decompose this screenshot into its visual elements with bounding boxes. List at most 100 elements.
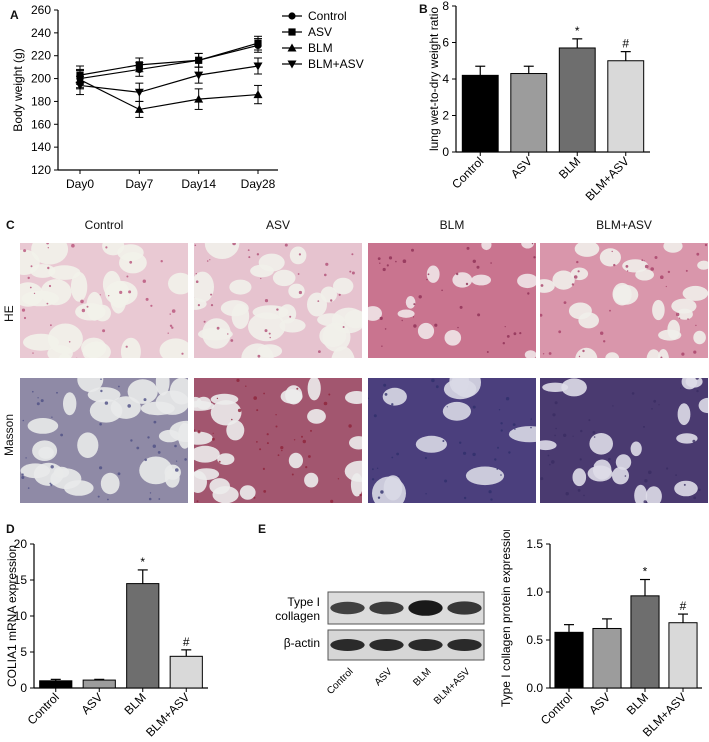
cell-nucleus — [337, 478, 340, 480]
cell-nucleus — [500, 429, 503, 432]
alveolar-space — [344, 309, 362, 329]
alveolar-space — [20, 249, 40, 275]
cell-nucleus — [693, 496, 697, 500]
cell-nucleus — [665, 285, 667, 288]
cell-nucleus — [579, 458, 582, 461]
y-tick-label: 2 — [442, 109, 449, 123]
panel-d-letter: D — [6, 522, 15, 536]
cell-nucleus — [100, 378, 102, 380]
cell-nucleus — [263, 392, 265, 395]
alveolar-space — [452, 272, 473, 288]
y-tick-label: 200 — [31, 72, 51, 86]
alveolar-space — [405, 296, 416, 309]
cell-nucleus — [323, 401, 328, 406]
alveolar-space — [31, 243, 69, 265]
alveolar-space — [372, 476, 406, 503]
cell-nucleus — [197, 430, 201, 434]
significance-mark: # — [183, 635, 190, 649]
cell-nucleus — [571, 283, 575, 286]
cell-nucleus — [551, 460, 555, 464]
cell-nucleus — [650, 267, 654, 271]
alveolar-space — [210, 393, 239, 405]
cell-nucleus — [591, 465, 594, 468]
alveolar-space — [239, 485, 256, 500]
cell-nucleus — [654, 256, 658, 259]
cell-nucleus — [530, 426, 532, 429]
cell-nucleus — [666, 467, 669, 470]
cell-nucleus — [418, 295, 422, 299]
alveolar-space — [288, 452, 303, 469]
cell-nucleus — [505, 397, 510, 401]
cell-nucleus — [508, 451, 511, 454]
cell-nucleus — [381, 345, 383, 347]
cell-nucleus — [263, 490, 267, 493]
cell-nucleus — [704, 243, 708, 247]
cell-nucleus — [153, 420, 157, 424]
cell-nucleus — [643, 260, 645, 262]
alveolar-space — [572, 468, 587, 487]
alveolar-space — [82, 341, 111, 358]
histology-col-header: ASV — [265, 218, 290, 232]
cell-nucleus — [465, 282, 469, 286]
cell-nucleus — [563, 433, 567, 437]
bar — [668, 622, 698, 689]
cell-nucleus — [297, 273, 300, 275]
y-tick-label: 6 — [442, 36, 449, 50]
x-tick-label: Day28 — [241, 177, 276, 191]
y-tick-label: 5 — [20, 645, 27, 659]
alveolar-space — [102, 243, 125, 256]
alveolar-space — [279, 318, 306, 333]
significance-mark: # — [680, 599, 687, 613]
panel-a-letter: A — [10, 8, 19, 22]
cell-nucleus — [565, 492, 569, 496]
cell-nucleus — [291, 473, 294, 476]
he-blm-asv-micrograph — [540, 243, 708, 358]
alveolar-space — [77, 432, 99, 458]
cell-nucleus — [424, 456, 427, 460]
data-point — [253, 62, 263, 71]
cell-nucleus — [68, 341, 71, 343]
cell-nucleus — [99, 294, 101, 296]
cell-nucleus — [97, 495, 100, 498]
cell-nucleus — [33, 292, 36, 295]
alveolar-space — [612, 282, 632, 306]
cell-nucleus — [195, 273, 197, 275]
cell-nucleus — [692, 439, 696, 443]
cell-nucleus — [212, 437, 215, 441]
cell-nucleus — [540, 477, 544, 481]
cell-nucleus — [276, 308, 279, 311]
alveolar-space — [508, 426, 536, 443]
alveolar-space — [574, 243, 600, 257]
actin-band — [408, 639, 443, 651]
series-blm — [75, 70, 263, 118]
cell-nucleus — [641, 259, 644, 262]
alveolar-space — [158, 429, 181, 443]
cell-nucleus — [253, 496, 256, 499]
alveolar-space — [444, 330, 462, 346]
cell-nucleus — [472, 405, 476, 409]
cell-nucleus — [555, 427, 557, 430]
cell-nucleus — [181, 352, 184, 355]
alveolar-space — [110, 396, 141, 419]
y-axis-label: Body weight (g) — [11, 48, 25, 131]
cell-nucleus — [256, 441, 258, 443]
cell-nucleus — [676, 312, 680, 317]
cell-nucleus — [245, 385, 247, 387]
cell-nucleus — [434, 323, 438, 327]
cell-nucleus — [514, 428, 516, 430]
cell-nucleus — [578, 355, 581, 358]
alveolar-space — [194, 297, 207, 310]
x-tick-label: Day0 — [66, 177, 94, 191]
cell-nucleus — [644, 479, 648, 483]
alveolar-space — [155, 390, 188, 415]
data-point — [253, 90, 263, 99]
alveolar-space — [229, 279, 252, 295]
cell-nucleus — [27, 276, 30, 280]
bar — [630, 595, 660, 689]
histology-col-header: BLM — [439, 218, 465, 232]
y-tick-label: 1.5 — [526, 537, 543, 551]
cell-nucleus — [527, 292, 530, 295]
cell-nucleus — [384, 393, 388, 396]
cell-nucleus — [680, 387, 682, 389]
